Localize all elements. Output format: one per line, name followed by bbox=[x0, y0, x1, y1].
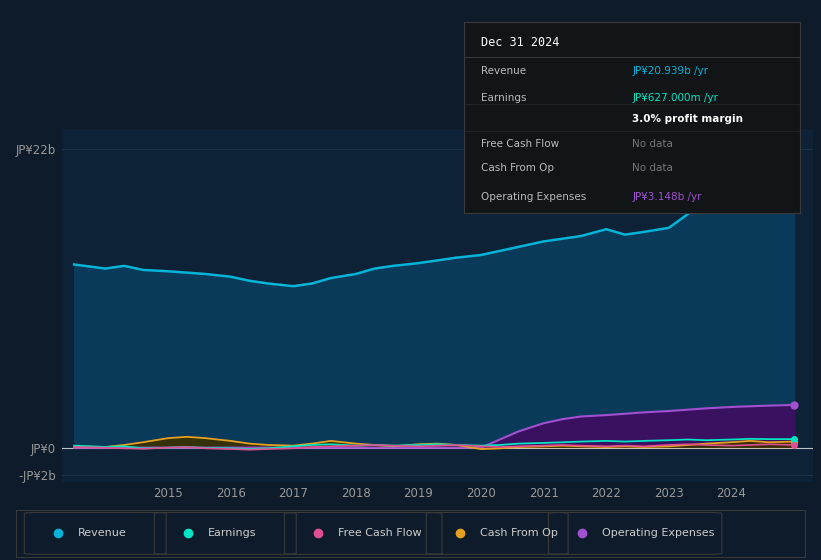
Text: Dec 31 2024: Dec 31 2024 bbox=[481, 36, 559, 49]
Text: Cash From Op: Cash From Op bbox=[481, 164, 553, 173]
Text: No data: No data bbox=[632, 164, 673, 173]
Text: JP¥20.939b /yr: JP¥20.939b /yr bbox=[632, 66, 709, 76]
Text: JP¥3.148b /yr: JP¥3.148b /yr bbox=[632, 192, 702, 202]
Text: Revenue: Revenue bbox=[78, 529, 126, 538]
Text: Earnings: Earnings bbox=[481, 93, 526, 103]
Text: Earnings: Earnings bbox=[208, 529, 256, 538]
Text: Cash From Op: Cash From Op bbox=[479, 529, 557, 538]
Text: No data: No data bbox=[632, 138, 673, 148]
Text: Operating Expenses: Operating Expenses bbox=[602, 529, 714, 538]
Text: Operating Expenses: Operating Expenses bbox=[481, 192, 586, 202]
Text: JP¥627.000m /yr: JP¥627.000m /yr bbox=[632, 93, 718, 103]
Text: Free Cash Flow: Free Cash Flow bbox=[481, 138, 559, 148]
Text: Free Cash Flow: Free Cash Flow bbox=[338, 529, 422, 538]
Text: 3.0% profit margin: 3.0% profit margin bbox=[632, 114, 743, 124]
Text: Revenue: Revenue bbox=[481, 66, 525, 76]
